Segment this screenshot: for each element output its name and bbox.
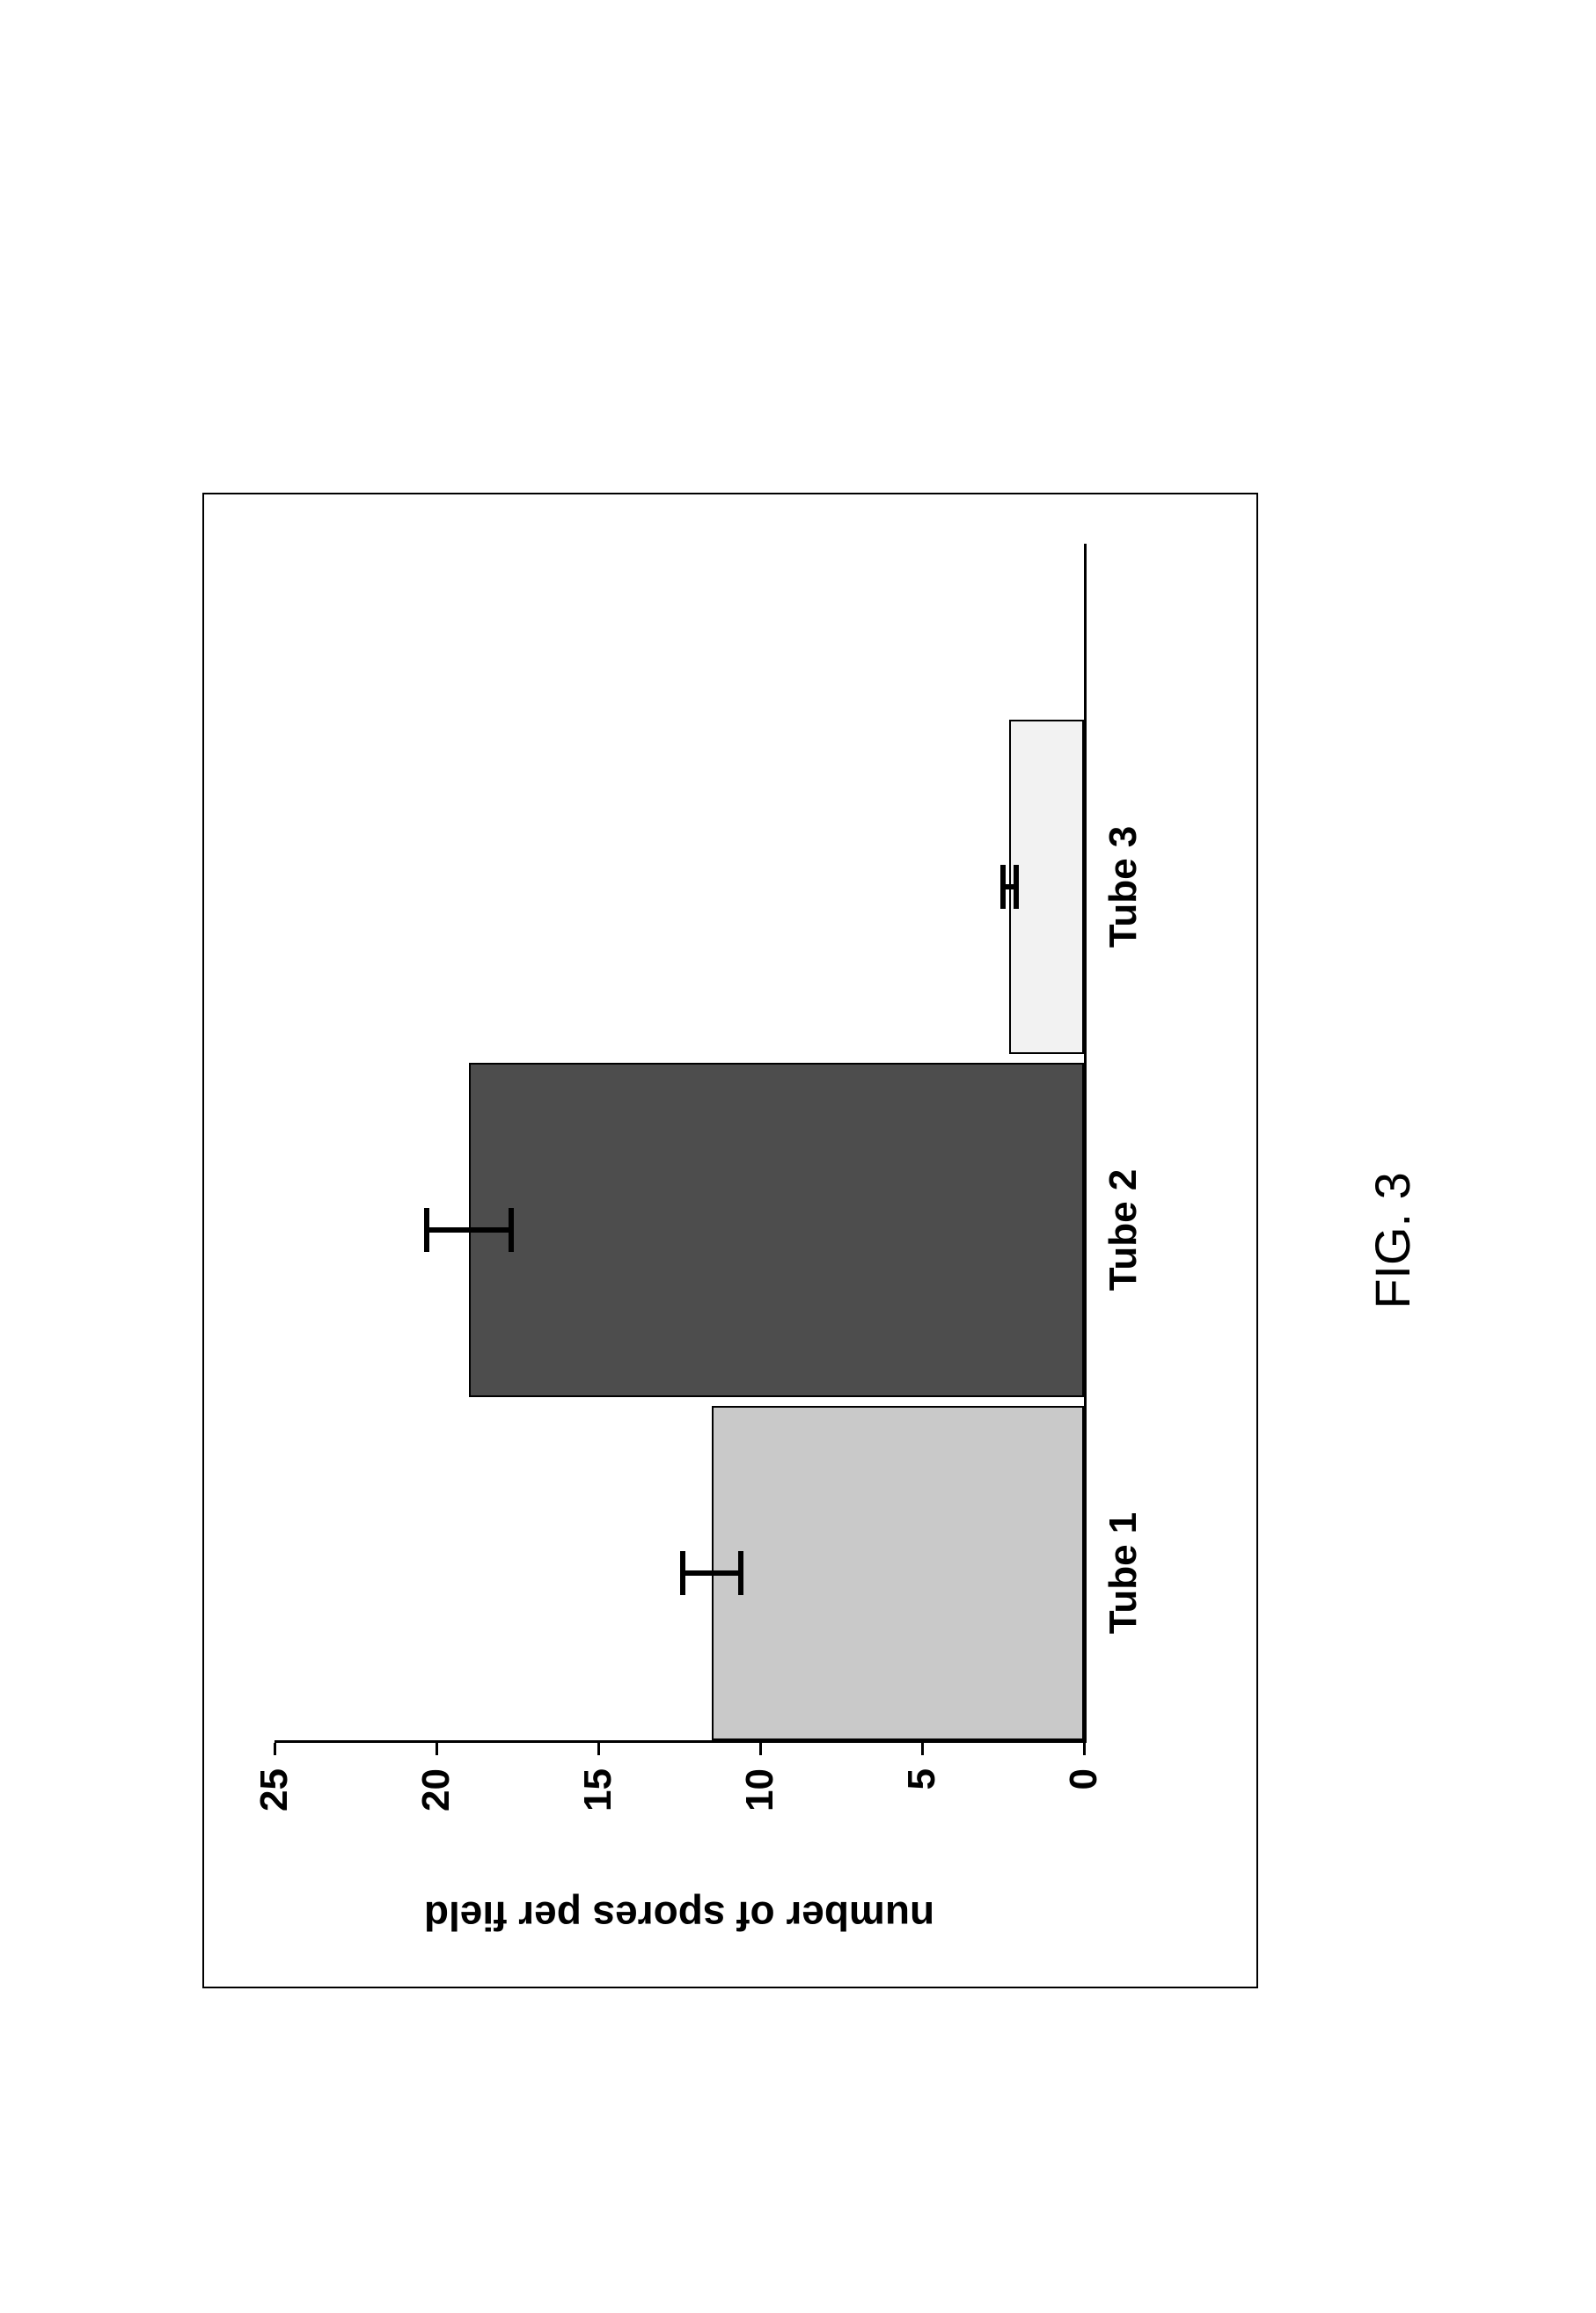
bar	[712, 1406, 1084, 1740]
error-bar-stem	[427, 1227, 511, 1233]
category-label: Tube 1	[1102, 1512, 1146, 1635]
y-tick	[274, 1743, 276, 1755]
bar	[1009, 720, 1084, 1054]
bar	[469, 1063, 1084, 1397]
y-tick	[921, 1743, 924, 1755]
y-tick-label: 0	[1062, 1768, 1106, 1987]
y-tick-label: 10	[738, 1768, 782, 1987]
category-label: Tube 2	[1102, 1169, 1146, 1292]
error-bar-cap	[680, 1551, 685, 1595]
y-tick	[759, 1743, 762, 1755]
x-axis-line	[1084, 544, 1087, 1743]
y-tick	[597, 1743, 600, 1755]
chart-frame: number of spores per field 05 10 15 20 25 Tu…	[202, 493, 1258, 1988]
y-tick-label: 20	[414, 1768, 458, 1987]
y-tick-label: 5	[900, 1768, 944, 1987]
chart-rotated-wrapper: number of spores per field 05 10 15 20 25 Tu…	[202, 493, 1487, 1988]
error-bar-stem	[683, 1570, 741, 1576]
error-bar-cap	[1014, 865, 1019, 909]
y-axis-line	[275, 1740, 1084, 1743]
y-tick	[1083, 1743, 1086, 1755]
figure-caption: FIG. 3	[1364, 1172, 1421, 1309]
y-tick-label: 25	[253, 1768, 297, 1987]
page: number of spores per field 05 10 15 20 25 Tu…	[0, 0, 1596, 2313]
y-tick	[436, 1743, 438, 1755]
error-bar-cap	[738, 1551, 743, 1595]
error-bar-cap	[1000, 865, 1006, 909]
error-bar-cap	[509, 1208, 514, 1252]
category-label: Tube 3	[1102, 826, 1146, 948]
error-bar-cap	[424, 1208, 429, 1252]
y-axis-title: number of spores per field	[424, 1892, 934, 1940]
y-tick-label: 15	[576, 1768, 620, 1987]
